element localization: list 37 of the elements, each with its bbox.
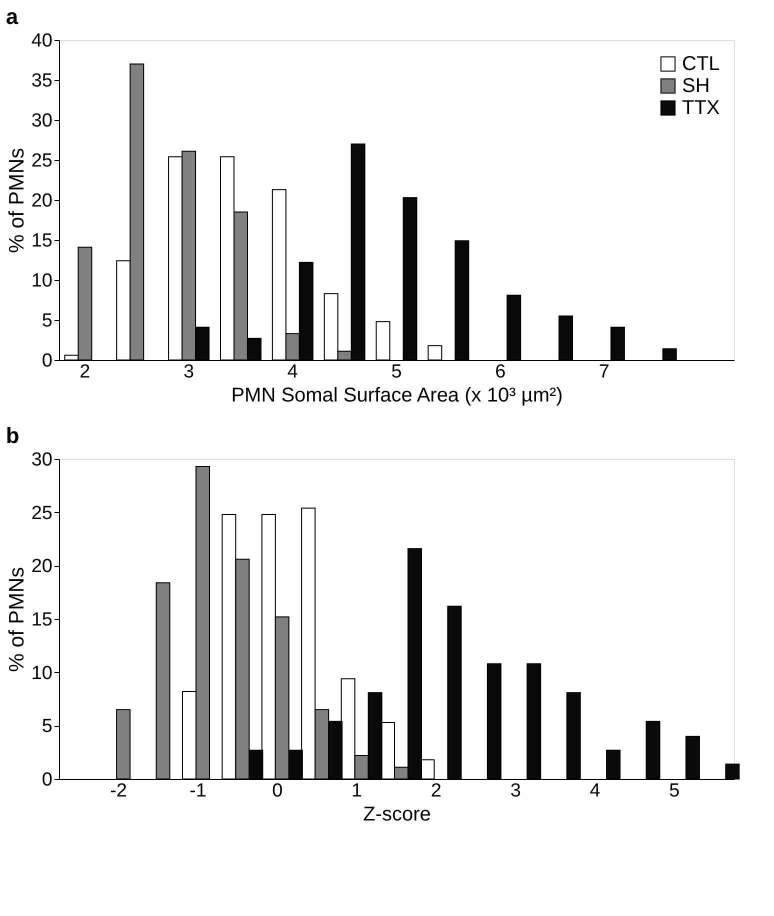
- y-tick-label: 35: [31, 70, 52, 92]
- y-tick-label: 10: [31, 662, 52, 684]
- x-tick-label: 0: [272, 780, 283, 802]
- y-tick-label: 25: [31, 502, 52, 524]
- x-tick-label: 2: [430, 780, 442, 802]
- y-tick-label: 20: [31, 190, 52, 212]
- y-tick-label: 40: [31, 30, 52, 52]
- chart-title: a: [6, 4, 19, 29]
- y-axis-title: % of PMNs: [5, 148, 28, 254]
- y-axis-title: % of PMNs: [5, 566, 28, 672]
- y-tick-label: 15: [31, 610, 52, 630]
- y-tick-label: 20: [31, 556, 52, 578]
- x-tick-label: -1: [190, 780, 206, 802]
- y-tick-label: 5: [42, 310, 52, 332]
- x-tick-label: -2: [110, 780, 128, 802]
- legend-label: SH: [682, 75, 710, 97]
- legend-label: CTL: [682, 53, 720, 75]
- y-tick-label: 30: [31, 450, 52, 470]
- x-tick-label: 7: [598, 362, 610, 382]
- x-tick-label: 4: [590, 780, 601, 802]
- x-tick-label: 5: [669, 780, 680, 802]
- x-tick-label: 2: [80, 362, 90, 382]
- y-tick-label: 30: [31, 110, 52, 132]
- y-tick-label: 5: [42, 716, 52, 738]
- x-tick-label: 5: [391, 362, 402, 382]
- x-axis-title: PMN Somal Surface Area (x 10³ µm²): [231, 384, 563, 406]
- y-tick-label: 15: [31, 230, 52, 252]
- x-tick-label: 3: [184, 362, 194, 382]
- chart-title: b: [6, 423, 20, 448]
- x-tick-label: 1: [352, 780, 362, 802]
- x-tick-label: 3: [510, 780, 521, 802]
- x-tick-label: 4: [287, 362, 298, 382]
- x-axis-title: Z-score: [363, 804, 431, 826]
- legend-label: TTX: [682, 97, 720, 119]
- y-tick-label: 25: [31, 150, 52, 172]
- x-tick-label: 6: [495, 362, 506, 382]
- y-tick-label: 10: [31, 270, 52, 292]
